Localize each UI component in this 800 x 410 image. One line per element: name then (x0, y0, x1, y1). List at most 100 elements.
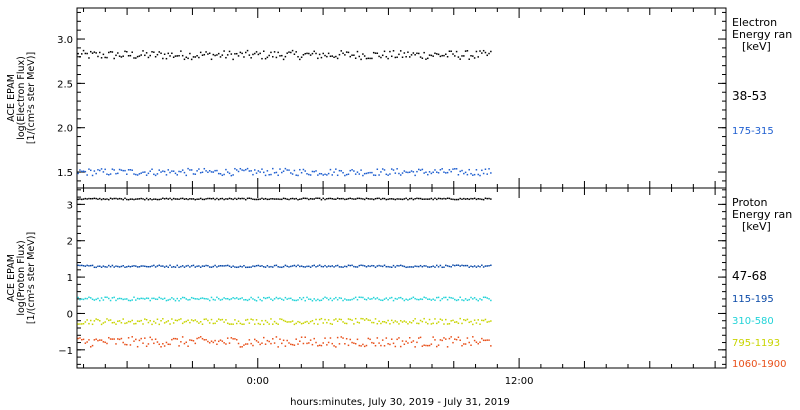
data-point (113, 266, 115, 268)
data-point (277, 51, 279, 54)
data-point (225, 264, 227, 267)
legend-entry-47-68: 47-68 (732, 269, 767, 283)
data-point (288, 321, 290, 323)
data-point (120, 169, 123, 171)
data-point (308, 198, 310, 201)
data-point (369, 171, 371, 174)
data-point (272, 167, 274, 170)
data-point (472, 323, 474, 326)
data-point (392, 321, 395, 324)
data-point (135, 322, 137, 325)
data-point (410, 322, 413, 324)
data-point (473, 297, 476, 299)
data-point (381, 168, 384, 170)
legend-entry-175-315: 175-315 (732, 126, 774, 137)
data-point (369, 198, 371, 200)
data-point (93, 320, 96, 322)
data-point (304, 336, 306, 338)
data-point (457, 322, 460, 325)
data-point (230, 266, 233, 268)
data-point (290, 197, 292, 200)
data-point (243, 299, 245, 301)
data-point (392, 198, 395, 200)
data-point (181, 322, 184, 325)
data-point (181, 197, 184, 200)
data-point (95, 52, 97, 54)
data-point (342, 171, 344, 174)
data-point (315, 299, 317, 302)
data-point (464, 319, 467, 322)
data-point (88, 57, 90, 59)
data-point (199, 197, 202, 200)
data-point (151, 198, 153, 201)
data-point (198, 168, 200, 170)
data-point (250, 296, 252, 299)
legend-title: [keV] (742, 220, 771, 233)
data-point (376, 197, 379, 200)
data-point (425, 344, 427, 347)
data-point (394, 266, 397, 268)
data-point (484, 296, 487, 299)
data-point (108, 51, 110, 54)
data-point (126, 343, 128, 346)
data-point (190, 198, 193, 200)
data-point (369, 265, 371, 268)
data-point (399, 345, 402, 348)
data-point (383, 169, 386, 171)
data-point (221, 298, 224, 301)
data-point (479, 298, 481, 300)
data-point (336, 197, 339, 200)
data-point (407, 198, 409, 201)
data-point (81, 198, 83, 201)
data-point (345, 265, 348, 268)
data-point (284, 55, 287, 58)
data-point (322, 297, 324, 300)
data-point (99, 169, 101, 172)
data-point (88, 322, 90, 325)
data-point (418, 168, 420, 171)
data-point (418, 298, 420, 301)
data-point (151, 338, 153, 341)
data-point (320, 344, 323, 347)
data-point (196, 298, 198, 300)
data-point (398, 323, 400, 325)
data-point (284, 167, 287, 170)
y-axis-label: [1/(cm²s ster MeV)] (26, 232, 37, 324)
data-point (407, 171, 409, 174)
data-point (252, 173, 254, 176)
data-point (472, 298, 474, 300)
data-point (226, 322, 229, 325)
data-point (180, 265, 182, 268)
data-point (419, 336, 422, 339)
data-point (264, 174, 267, 177)
data-point (445, 53, 447, 55)
data-point (399, 174, 402, 176)
data-point (392, 169, 395, 171)
data-point (219, 299, 222, 301)
data-point (291, 320, 294, 322)
data-point (309, 298, 312, 301)
data-point (97, 297, 99, 300)
data-point (95, 298, 97, 301)
data-point (111, 51, 114, 53)
data-point (333, 266, 335, 268)
y-tick-label: 1.5 (57, 168, 73, 179)
data-point (126, 298, 128, 300)
data-point (266, 321, 269, 324)
data-point (79, 323, 81, 325)
data-point (266, 264, 269, 267)
data-point (414, 265, 416, 267)
data-point (396, 321, 398, 323)
data-point (419, 264, 422, 267)
data-point (232, 174, 234, 176)
data-point (427, 298, 429, 301)
data-point (165, 299, 168, 302)
data-point (160, 346, 162, 348)
data-point (246, 49, 249, 52)
data-point (448, 323, 451, 325)
data-point (421, 198, 424, 200)
data-point (416, 197, 418, 200)
data-point (205, 338, 207, 341)
data-point (473, 173, 476, 176)
data-point (446, 55, 449, 58)
